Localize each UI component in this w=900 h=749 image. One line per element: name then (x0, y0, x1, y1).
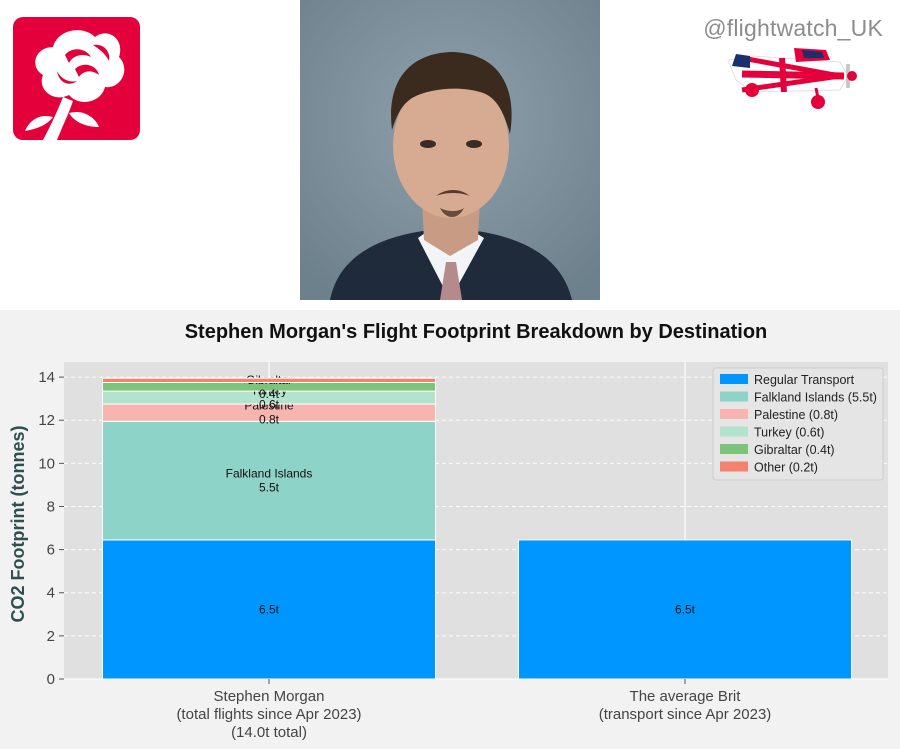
bar-segment (518, 539, 852, 680)
chart-title: Stephen Morgan's Flight Footprint Breakd… (185, 321, 768, 343)
chart-area: Stephen Morgan's Flight Footprint Breakd… (0, 310, 900, 749)
twitter-handle: @flightwatch_UK (703, 15, 883, 41)
y-tick-label: 4 (47, 585, 55, 602)
x-tick-label: Stephen Morgan (total flights since Apr 2… (176, 688, 361, 741)
y-tick-label: 2 (47, 628, 55, 645)
legend-entry: Other (0.2t) (754, 461, 818, 475)
legend-swatch (720, 391, 748, 402)
y-tick-label: 8 (47, 498, 55, 515)
bar-segment (102, 420, 436, 541)
legend-entry: Gibraltar (0.4t) (754, 443, 835, 457)
legend-entry: Falkland Islands (5.5t) (754, 391, 877, 405)
data-label: 6.5t (675, 602, 696, 616)
data-label: 6.5t (259, 602, 280, 616)
header-area: @flightwatch_UK (0, 0, 900, 310)
legend-entry: Turkey (0.6t) (754, 426, 824, 440)
bar-segment (102, 539, 436, 680)
y-tick-label: 14 (38, 369, 55, 386)
plot-area: 0 2 4 6 8 10 12 14 6.5t Falkland Islands 5.5t Pales… (38, 362, 888, 741)
legend-box (712, 367, 884, 481)
legend-swatch (720, 409, 748, 419)
y-tick-label: 0 (47, 671, 55, 688)
data-label: Falkland Islands 5.5t (226, 467, 313, 495)
legend-swatch (720, 461, 748, 472)
y-tick-label: 12 (38, 412, 55, 429)
legend-swatch (720, 374, 748, 384)
legend-swatch (720, 426, 748, 437)
legend: Regular Transport Falkland Islands (5.5t)… (712, 367, 884, 481)
bar-segment (102, 377, 436, 383)
legend-swatch (720, 444, 748, 454)
x-tick-label: The average Brit (transport since Apr 202… (599, 688, 772, 723)
y-tick-label: 10 (38, 455, 55, 472)
y-axis-label: CO2 Footprint (tonnes) (8, 426, 28, 623)
legend-entry: Regular Transport (754, 373, 855, 387)
y-tick-label: 6 (47, 542, 55, 559)
union-jack-plane-icon (727, 48, 857, 109)
red-rose-icon (13, 17, 140, 140)
portrait-photo (300, 0, 600, 300)
legend-entry: Palestine (0.8t) (754, 408, 838, 422)
stacked-bar-chart: Stephen Morgan's Flight Footprint Breakd… (8, 321, 888, 741)
